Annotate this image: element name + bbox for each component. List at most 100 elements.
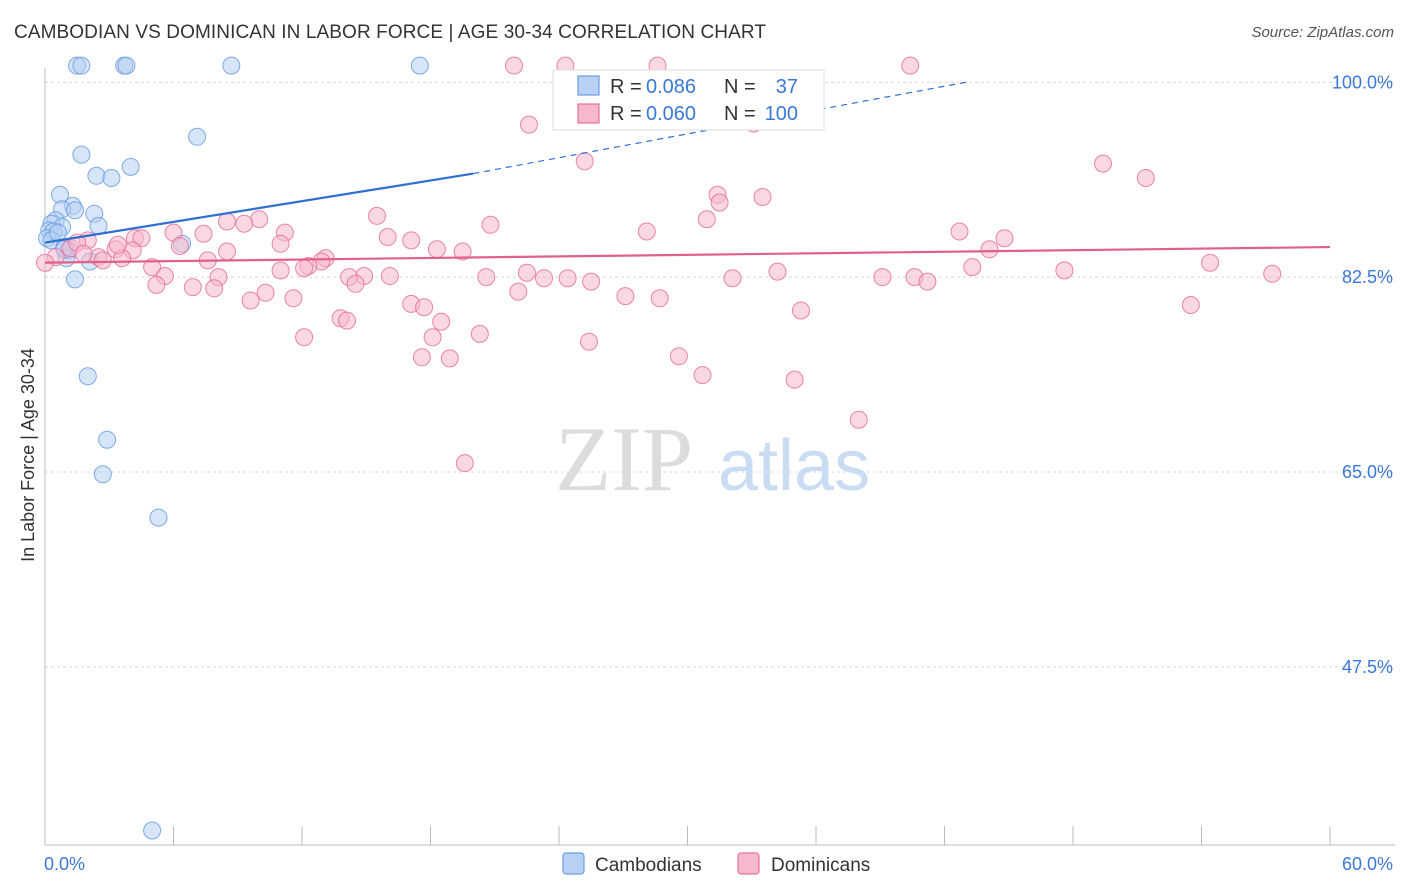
point-cambodians-34 <box>143 821 162 840</box>
point-dominicans-8 <box>1136 169 1155 187</box>
point-dominicans-74 <box>650 289 669 308</box>
point-dominicans-22 <box>132 229 151 248</box>
point-dominicans-50 <box>1055 261 1074 280</box>
point-dominicans-91 <box>849 410 868 429</box>
point-dominicans-7 <box>1094 154 1112 173</box>
point-dominicans-27 <box>995 229 1014 248</box>
point-dominicans-52 <box>1263 264 1282 283</box>
stats-n-label-2: N = <box>724 103 756 125</box>
point-dominicans-46 <box>271 261 290 280</box>
legend-label-dominicans: Dominicans <box>771 855 870 876</box>
point-dominicans-81 <box>432 312 451 331</box>
point-cambodians-1 <box>72 56 91 75</box>
point-cambodians-7 <box>72 145 91 164</box>
point-dominicans-69 <box>205 279 224 298</box>
point-dominicans-59 <box>535 269 553 288</box>
point-dominicans-73 <box>616 287 635 306</box>
point-cambodians-3 <box>117 56 136 75</box>
point-dominicans-82 <box>295 328 314 347</box>
point-dominicans-80 <box>338 311 356 330</box>
point-dominicans-99 <box>108 235 127 254</box>
point-cambodians-32 <box>93 465 112 484</box>
point-dominicans-34 <box>427 240 446 259</box>
trend-line-dominicans <box>44 245 1331 264</box>
y-tick-label-3: 47.5% <box>1342 657 1393 677</box>
point-dominicans-23 <box>378 228 397 246</box>
point-dominicans-66 <box>346 274 365 293</box>
x-tick-labels: 0.0% 60.0% <box>44 854 1393 874</box>
stats-n-value-cambodians: 37 <box>776 76 798 98</box>
point-dominicans-18 <box>194 224 213 243</box>
stats-n-value-dominicans: 100 <box>765 103 798 125</box>
stats-n-label-1: N = <box>724 76 756 98</box>
legend-label-cambodians: Cambodians <box>595 855 702 876</box>
point-dominicans-24 <box>402 231 421 250</box>
axes <box>44 68 1395 846</box>
point-dominicans-14 <box>235 214 254 233</box>
point-dominicans-70 <box>256 283 275 302</box>
point-dominicans-49 <box>963 258 982 277</box>
point-dominicans-35 <box>453 242 472 261</box>
watermark-atlas: atlas <box>718 426 870 506</box>
stats-r-label-2: R = <box>610 103 642 125</box>
point-cambodians-6 <box>188 127 207 146</box>
point-cambodians-8 <box>121 157 140 176</box>
point-dominicans-3 <box>901 56 920 75</box>
point-dominicans-89 <box>693 366 712 385</box>
watermark: ZIP atlas <box>555 408 870 510</box>
point-dominicans-86 <box>412 348 431 367</box>
stats-r-label-1: R = <box>610 76 642 98</box>
chart-title: CAMBODIAN VS DOMINICAN IN LABOR FORCE | … <box>14 22 767 43</box>
point-dominicans-87 <box>440 349 459 368</box>
stats-swatch-cambodians <box>577 75 600 96</box>
point-dominicans-16 <box>697 210 716 229</box>
point-dominicans-67 <box>147 275 166 294</box>
point-dominicans-71 <box>509 282 528 301</box>
trend-lines <box>44 81 1331 264</box>
stats-r-value-dominicans: 0.060 <box>646 103 696 125</box>
point-dominicans-45 <box>143 258 162 277</box>
point-dominicans-11 <box>710 193 729 212</box>
point-dominicans-26 <box>950 222 969 241</box>
point-dominicans-62 <box>723 269 742 288</box>
trend-line-cambodians <box>44 172 474 244</box>
point-dominicans-65 <box>918 272 937 291</box>
point-cambodians-14 <box>66 201 84 220</box>
point-dominicans-56 <box>477 268 496 287</box>
point-dominicans-44 <box>295 259 314 278</box>
point-dominicans-32 <box>170 237 189 255</box>
stats-legend: R = 0.086 N = 37 R = 0.060 N = 100 <box>552 69 825 131</box>
point-cambodians-29 <box>66 270 84 289</box>
point-dominicans-54 <box>380 267 399 285</box>
point-dominicans-88 <box>669 347 688 366</box>
point-dominicans-15 <box>218 212 236 231</box>
point-dominicans-37 <box>218 242 236 261</box>
point-cambodians-33 <box>149 508 168 527</box>
point-dominicans-47 <box>517 263 536 282</box>
point-dominicans-97 <box>93 251 112 270</box>
point-dominicans-51 <box>1201 253 1220 272</box>
point-dominicans-13 <box>250 210 269 229</box>
point-dominicans-72 <box>284 289 303 308</box>
x-tick-label-0: 0.0% <box>44 854 85 874</box>
point-dominicans-60 <box>558 269 577 288</box>
y-tick-label-2: 65.0% <box>1342 462 1393 482</box>
point-dominicans-4 <box>520 115 538 134</box>
point-cambodians-31 <box>98 430 117 449</box>
point-dominicans-17 <box>481 215 500 234</box>
point-cambodians-5 <box>410 56 429 75</box>
point-dominicans-36 <box>980 240 999 259</box>
point-dominicans-12 <box>368 206 386 225</box>
point-dominicans-68 <box>183 278 202 297</box>
y-tick-label-0: 100.0% <box>1332 72 1393 92</box>
point-dominicans-78 <box>792 301 810 320</box>
point-dominicans-6 <box>575 152 594 171</box>
point-cambodians-30 <box>78 367 97 386</box>
point-dominicans-92 <box>455 454 474 473</box>
point-cambodians-18 <box>89 216 108 235</box>
stats-r-value-cambodians: 0.086 <box>646 76 696 98</box>
chart-source: Source: ZipAtlas.com <box>1251 24 1394 41</box>
point-dominicans-48 <box>768 262 787 281</box>
point-dominicans-93 <box>1181 296 1200 314</box>
